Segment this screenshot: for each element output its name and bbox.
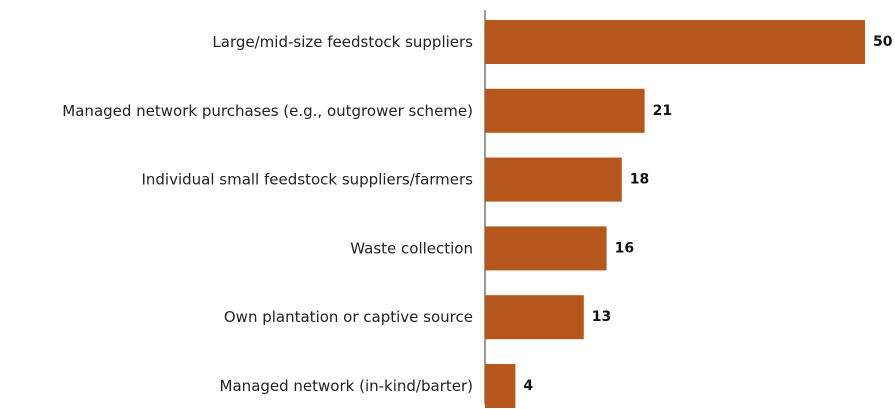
bar-1 <box>485 88 645 133</box>
category-label-5: Managed network (in-kind/barter) <box>220 377 473 395</box>
value-labels-group: 50 21 18 16 13 4 <box>523 34 892 394</box>
bar-5 <box>485 364 516 408</box>
bar-3 <box>485 226 607 271</box>
category-label-2: Individual small feedstock suppliers/far… <box>141 171 473 189</box>
bars-group <box>485 20 865 408</box>
value-label-2: 18 <box>630 172 649 188</box>
bar-2 <box>485 157 622 202</box>
category-label-1: Managed network purchases (e.g., outgrow… <box>62 102 473 120</box>
value-label-3: 16 <box>615 240 634 256</box>
category-label-0: Large/mid-size feedstock suppliers <box>212 33 473 51</box>
value-label-1: 21 <box>653 103 672 119</box>
category-label-4: Own plantation or captive source <box>224 308 473 326</box>
category-labels-group: Large/mid-size feedstock suppliers Manage… <box>62 33 473 395</box>
category-label-3: Waste collection <box>350 239 473 257</box>
bar-4 <box>485 295 584 340</box>
bar-0 <box>485 20 865 64</box>
value-label-5: 4 <box>523 378 533 394</box>
value-label-4: 13 <box>592 309 611 325</box>
value-label-0: 50 <box>873 34 893 50</box>
